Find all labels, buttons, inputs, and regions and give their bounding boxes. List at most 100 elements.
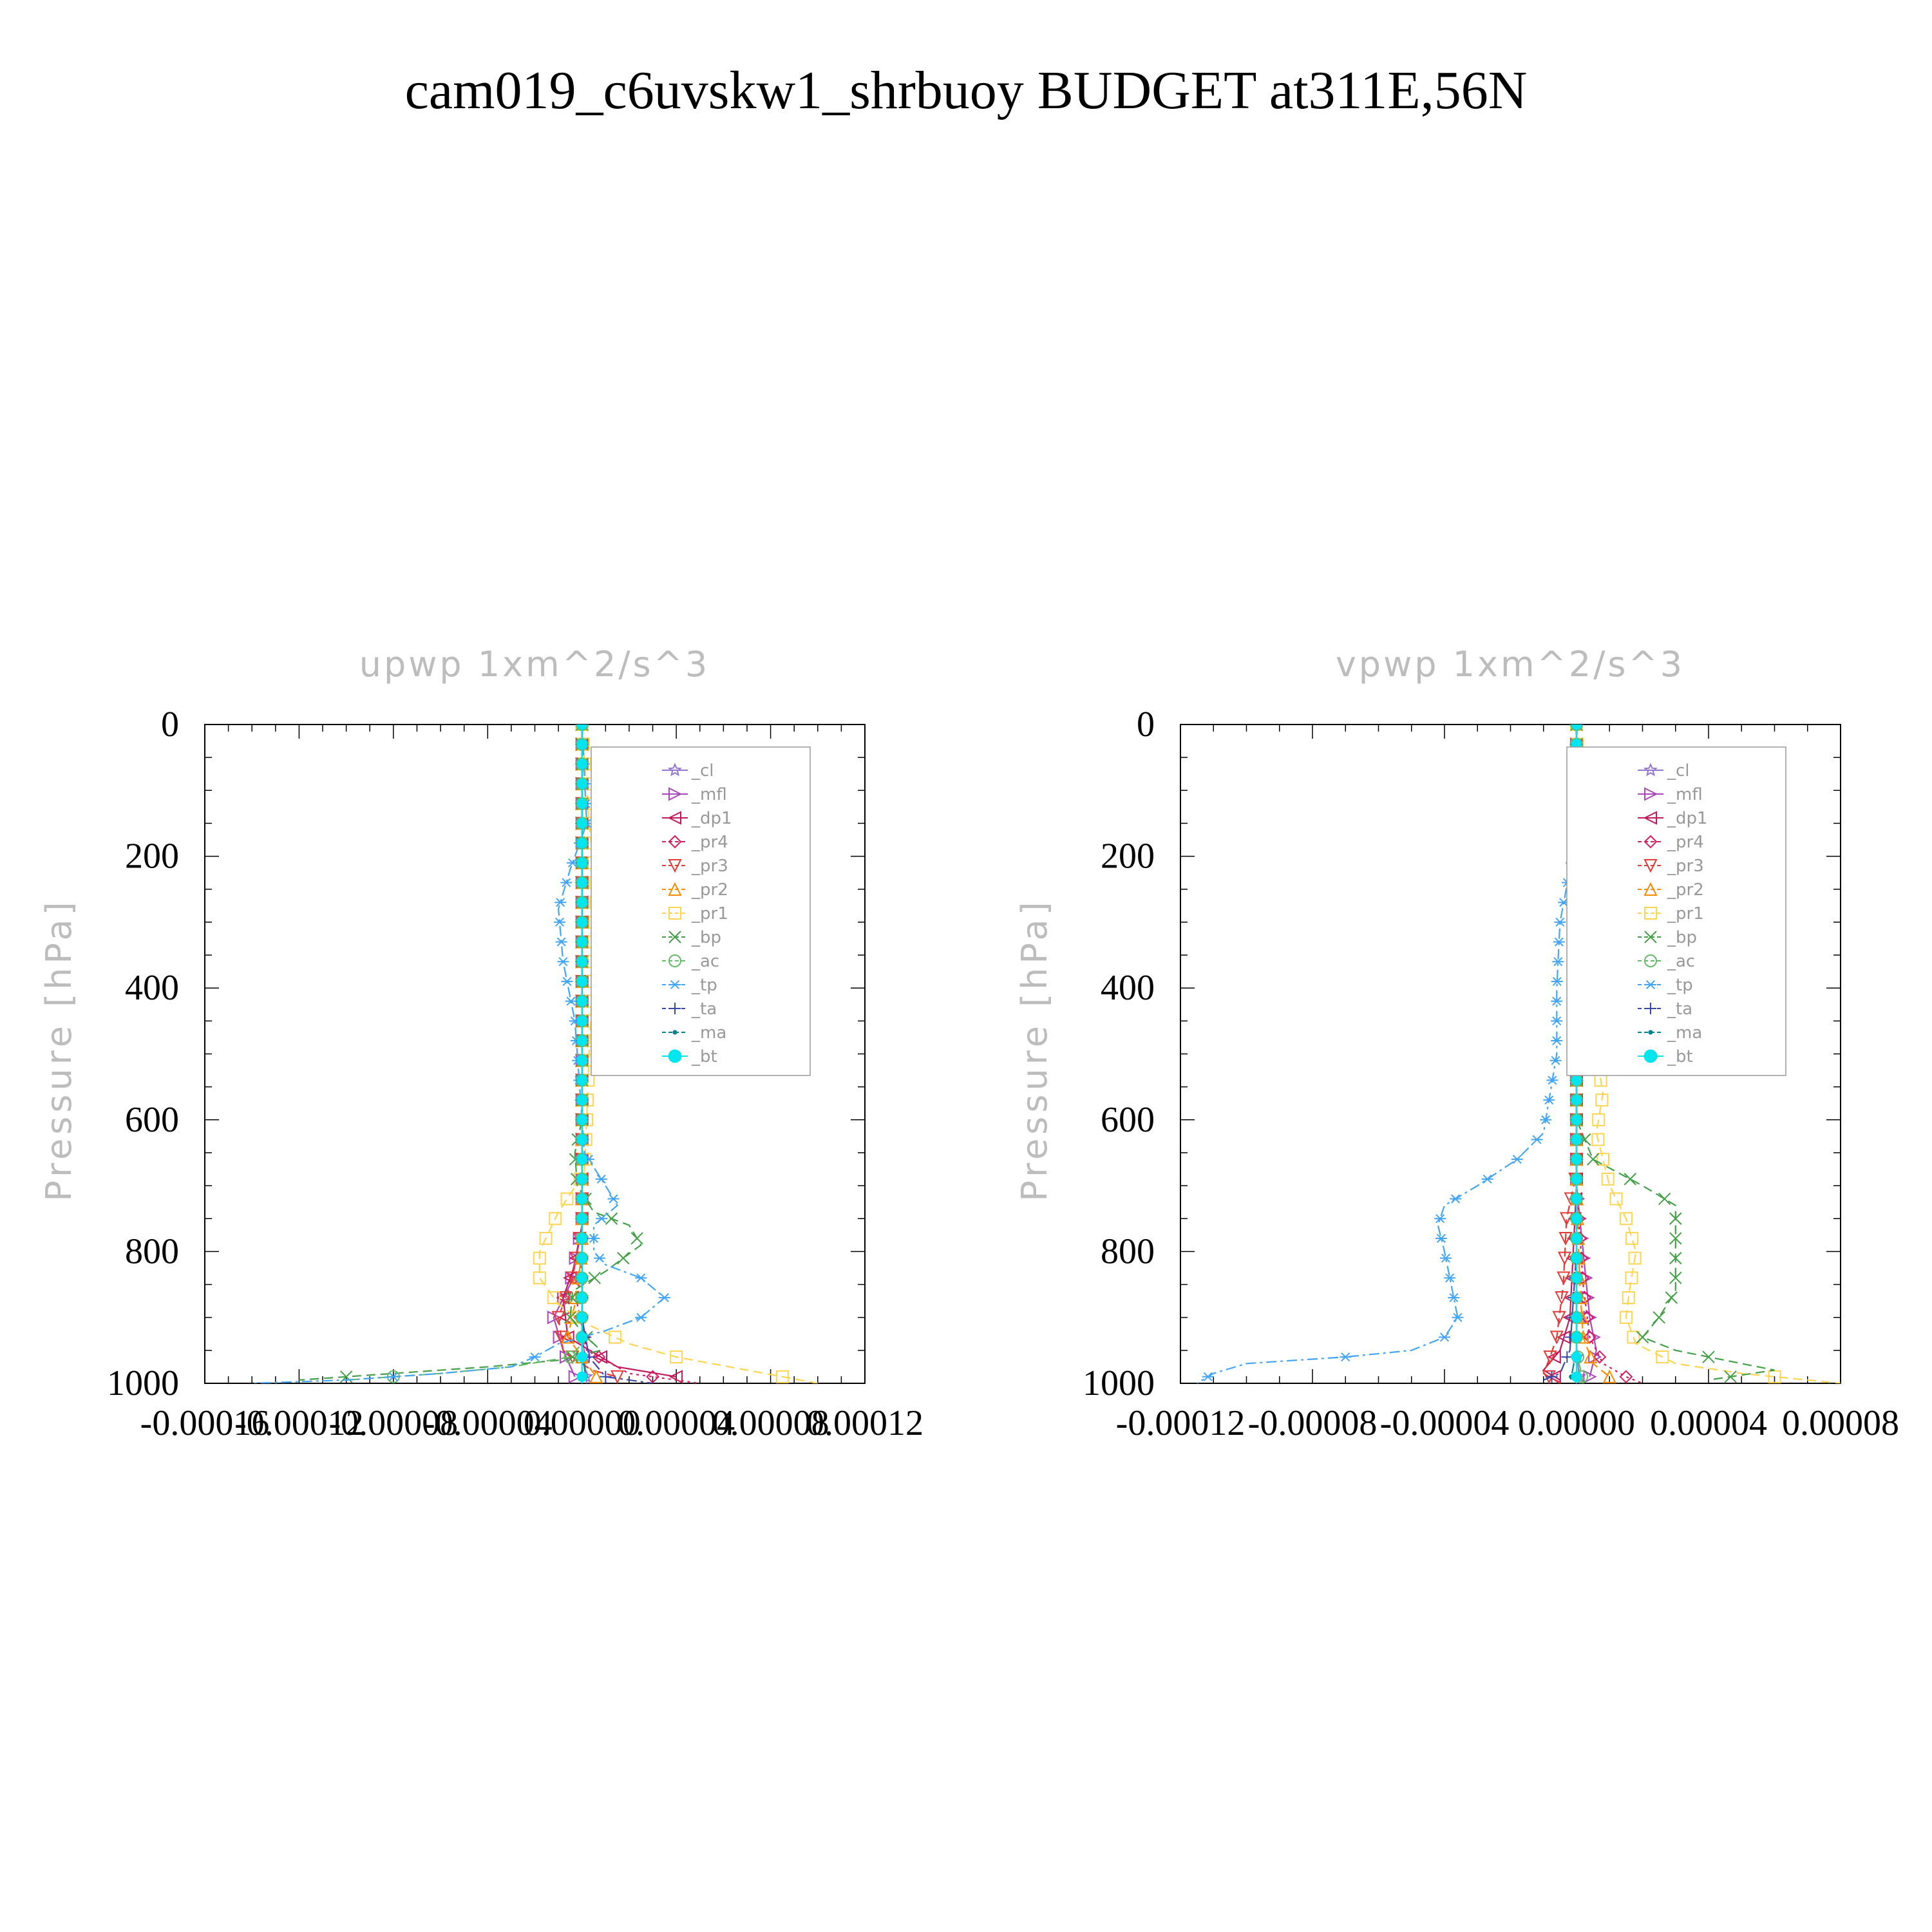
y-tick-label: 200	[125, 837, 179, 876]
legend-label: _pr3	[691, 857, 728, 876]
y-tick-label: 800	[125, 1231, 179, 1271]
legend-label: _bt	[1667, 1047, 1693, 1066]
legend-label: _ta	[1667, 999, 1692, 1019]
legend-entry: _tp	[662, 976, 717, 995]
legend-entry: _ac	[1638, 952, 1695, 971]
legend-entry: _bt	[662, 1047, 717, 1066]
legend-entry: _ta	[662, 999, 717, 1019]
legend-entry: _pr1	[662, 904, 728, 923]
series-line	[346, 724, 583, 1381]
legend-label: _pr2	[1667, 880, 1704, 900]
legend-entry: _bp	[1638, 928, 1697, 947]
series-markers	[576, 724, 587, 1382]
legend-entry: _pr2	[1638, 880, 1704, 900]
legend-entry: _pr1	[1638, 904, 1704, 923]
y-tick-label: 600	[125, 1100, 179, 1140]
y-tick-label: 0	[1137, 705, 1155, 744]
y-tick-label: 800	[1101, 1231, 1155, 1271]
legend-label: _pr4	[691, 833, 728, 852]
series-tp	[1197, 724, 1586, 1383]
legend-entry: _pr4	[1638, 833, 1704, 852]
legend-label: _ma	[691, 1023, 726, 1043]
legend-entry: _tp	[1638, 976, 1693, 995]
legend-entry: _mfl	[1638, 785, 1703, 804]
series-markers	[1202, 724, 1586, 1381]
legend-label: _pr4	[1667, 833, 1704, 852]
legend-label: _pr3	[1667, 857, 1704, 876]
legend-box	[1566, 746, 1786, 1076]
series-line	[1197, 724, 1581, 1383]
legend-entry: _ac	[662, 952, 719, 971]
y-tick-label: 1000	[1083, 1363, 1155, 1403]
legend-label: _bp	[1667, 928, 1697, 947]
panel-title-vpwp: vpwp 1xm^2/s^3	[1336, 644, 1685, 685]
legend-entry: _mfl	[662, 785, 727, 804]
legend-label: _ta	[691, 999, 717, 1019]
legend-label: _cl	[1667, 761, 1690, 781]
x-tick-label: -0.00012	[1116, 1403, 1245, 1443]
legend-entry: _pr3	[662, 857, 728, 876]
legend-entry: _ta	[1638, 999, 1692, 1019]
y-tick-label: 600	[1101, 1100, 1155, 1140]
legend-entry: _cl	[1638, 761, 1690, 781]
x-tick-label: 0.00004	[618, 1403, 735, 1443]
figure-title: cam019_c6uvskw1_shrbuoy BUDGET at311E,56…	[405, 61, 1528, 120]
legend-entry: _bp	[662, 928, 721, 947]
legend-entry: _dp1	[662, 809, 732, 828]
legend-label: _mfl	[1667, 785, 1703, 804]
legend-entry: _pr2	[662, 880, 728, 900]
legend-entry: _ma	[1638, 1023, 1702, 1043]
legend-label: _dp1	[691, 809, 732, 828]
legend-entry: _pr4	[662, 833, 728, 852]
vpwp-panel: vpwp 1xm^2/s^3 Pressure [hPa] 0 200 400 600…	[1014, 644, 1899, 1443]
upwp-panel: upwp 1xm^2/s^3 Pressure [hPa] 0 200 400 600…	[39, 644, 923, 1443]
y-tick-label: 400	[125, 968, 179, 1008]
legend-entry: _cl	[662, 761, 714, 781]
legend-label: _mfl	[691, 785, 727, 804]
legend-label: _ac	[691, 952, 719, 971]
legend-entry: _pr3	[1638, 857, 1704, 876]
series-ac	[346, 724, 589, 1383]
x-tick-label: 0.00008	[1782, 1403, 1899, 1443]
legend-label: _tp	[691, 976, 717, 995]
x-tick-label: -0.00012	[234, 1403, 364, 1443]
series-line	[538, 724, 819, 1383]
legend-label: _ac	[1667, 952, 1695, 971]
legend-entry: _dp1	[1638, 809, 1708, 828]
legend-entry: _bt	[1638, 1047, 1693, 1066]
series-bt	[576, 724, 587, 1383]
x-tick-label: -0.00016	[140, 1403, 270, 1443]
legend-label: _pr1	[691, 904, 728, 923]
y-tick-label: 1000	[107, 1363, 179, 1403]
series-line	[1575, 724, 1775, 1381]
legend-label: _bp	[691, 928, 721, 947]
x-tick-label: 0.00004	[1650, 1403, 1767, 1443]
x-tick-label: -0.00004	[1380, 1403, 1510, 1443]
legend: _cl _mfl _dp1 _pr4 _pr3 _pr2 _pr1 _bp _ac _tp _ta _…	[1566, 746, 1786, 1076]
legend-label: _pr2	[691, 880, 728, 900]
legend-entry: _ma	[662, 1023, 726, 1043]
y-tick-label: 400	[1101, 968, 1155, 1008]
legend-label: _cl	[691, 761, 714, 781]
panel-title-upwp: upwp 1xm^2/s^3	[359, 644, 710, 685]
legend-label: _bt	[691, 1047, 717, 1066]
series-line	[252, 724, 666, 1383]
x-tick-label: 0.00000	[524, 1403, 641, 1443]
legend-label: _pr1	[1667, 904, 1704, 923]
legend: _cl _mfl _dp1 _pr4 _pr3 _pr2 _pr1 _bp _ac _tp _ta _…	[591, 746, 811, 1076]
legend-label: _tp	[1667, 976, 1693, 995]
x-tick-label: 0.00000	[1518, 1403, 1635, 1443]
y-axis-label-upwp: Pressure [hPa]	[39, 898, 79, 1201]
x-tick-label: -0.00008	[1248, 1403, 1378, 1443]
y-tick-label: 0	[161, 705, 179, 744]
series-markers	[386, 724, 589, 1383]
legend-label: _dp1	[1667, 809, 1708, 828]
y-axis-label-vpwp: Pressure [hPa]	[1014, 898, 1055, 1201]
legend-label: _ma	[1667, 1023, 1702, 1043]
x-tick-label: 0.00012	[806, 1403, 923, 1443]
y-tick-label: 200	[1101, 837, 1155, 876]
x-tick-label: -0.00008	[329, 1403, 459, 1443]
x-tick-label: -0.00004	[423, 1403, 553, 1443]
legend-box	[591, 746, 811, 1076]
